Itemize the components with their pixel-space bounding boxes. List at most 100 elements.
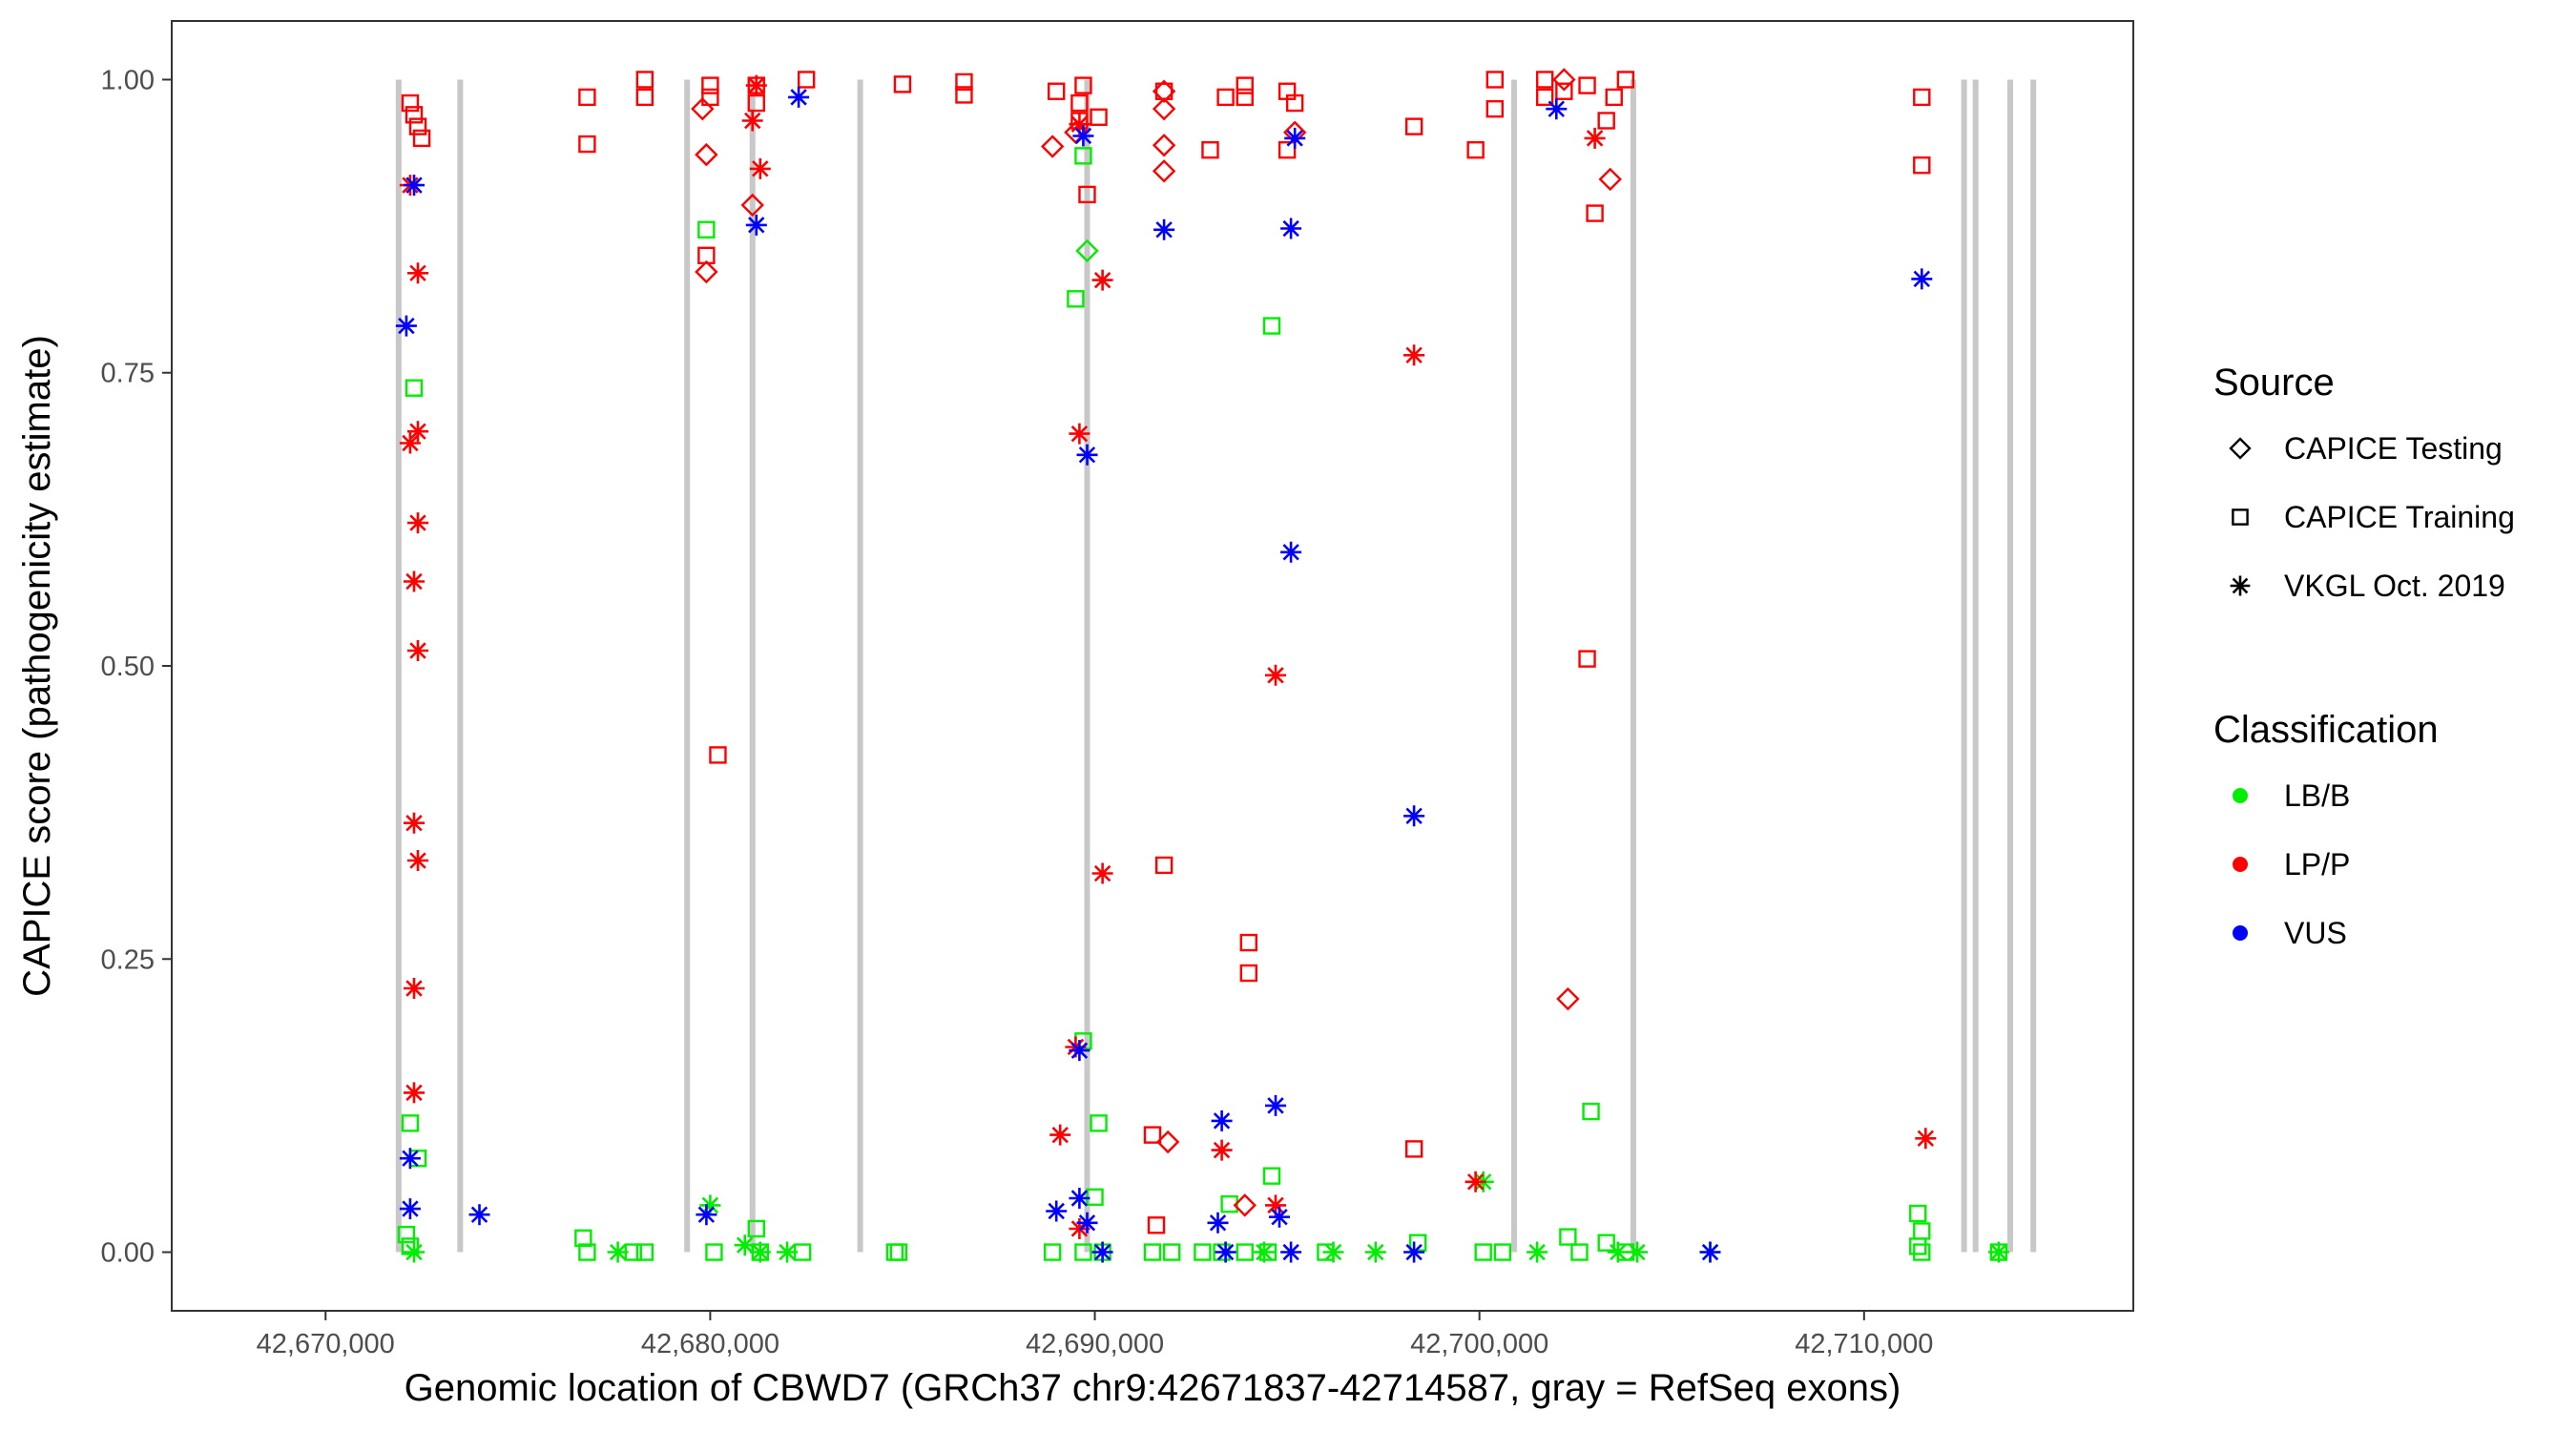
point-lbb-square bbox=[697, 220, 716, 238]
point-lpp-asterisk bbox=[1584, 127, 1606, 149]
point-lpp-asterisk bbox=[1091, 269, 1113, 291]
point-vus-asterisk bbox=[1269, 1206, 1290, 1228]
point-lpp-asterisk bbox=[407, 640, 428, 661]
point-lpp-square bbox=[1216, 88, 1235, 107]
point-lbb-asterisk bbox=[699, 1194, 721, 1216]
point-lpp-asterisk bbox=[1265, 1194, 1286, 1216]
point-lpp-diamond bbox=[1040, 135, 1065, 158]
point-lpp-asterisk bbox=[407, 850, 428, 871]
x-tick-label: 42,680,000 bbox=[641, 1329, 779, 1359]
legend-key-diamond bbox=[2229, 437, 2252, 460]
point-lpp-asterisk bbox=[404, 978, 425, 999]
point-lpp-square bbox=[1597, 112, 1615, 130]
x-tick-label: 42,690,000 bbox=[1026, 1329, 1164, 1359]
point-lpp-square bbox=[405, 106, 424, 124]
legend-key-dot bbox=[2233, 857, 2248, 872]
point-lpp-square bbox=[635, 71, 654, 89]
point-lpp-square bbox=[1147, 1216, 1166, 1234]
point-lpp-square bbox=[1485, 71, 1504, 89]
point-lpp-asterisk bbox=[1211, 1139, 1233, 1161]
point-vus-asterisk bbox=[1284, 127, 1306, 149]
point-lpp-asterisk bbox=[745, 74, 767, 96]
point-lpp-square bbox=[1578, 76, 1596, 94]
point-lpp-square bbox=[1048, 82, 1066, 100]
point-lpp-asterisk bbox=[749, 157, 771, 179]
point-vus-asterisk bbox=[745, 214, 767, 236]
point-lbb-asterisk bbox=[749, 1241, 771, 1263]
point-lpp-square bbox=[1616, 71, 1635, 89]
point-lpp-asterisk bbox=[404, 812, 425, 834]
point-lpp-square bbox=[1154, 856, 1174, 875]
point-lbb-square bbox=[1074, 147, 1092, 165]
point-lpp-square bbox=[1090, 108, 1108, 126]
point-lpp-square bbox=[1239, 964, 1257, 983]
point-lpp-square bbox=[1555, 82, 1573, 100]
point-vus-asterisk bbox=[1280, 541, 1302, 563]
point-lbb-asterisk bbox=[777, 1241, 798, 1263]
point-lpp-diamond bbox=[1152, 159, 1176, 183]
point-vus-asterisk bbox=[1403, 805, 1425, 827]
point-lpp-asterisk bbox=[407, 512, 428, 534]
point-lpp-square bbox=[1586, 204, 1604, 222]
point-lpp-square bbox=[1143, 1126, 1162, 1144]
legend-key-dot bbox=[2233, 925, 2248, 941]
point-vus-asterisk bbox=[1211, 1110, 1233, 1131]
point-lpp-square bbox=[1236, 76, 1254, 94]
point-lpp-diamond bbox=[1152, 79, 1176, 103]
point-lbb-square bbox=[1074, 1243, 1092, 1261]
legend-key-square bbox=[2232, 508, 2249, 526]
point-lbb-square bbox=[1143, 1243, 1162, 1261]
point-lpp-square bbox=[1466, 140, 1485, 159]
point-lpp-diamond bbox=[740, 193, 764, 218]
point-lbb-square bbox=[1262, 317, 1281, 335]
point-lpp-square bbox=[1078, 185, 1096, 204]
point-lbb-diamond bbox=[1075, 238, 1099, 263]
y-tick-label: 0.25 bbox=[101, 944, 155, 975]
point-lpp-asterisk bbox=[1069, 1218, 1091, 1239]
point-vus-asterisk bbox=[1072, 125, 1094, 147]
legend-key-dot bbox=[2233, 788, 2248, 803]
legend: Source CAPICE Testing CAPICE Training VKGL … bbox=[2213, 362, 2515, 950]
point-lbb-asterisk bbox=[404, 1241, 425, 1263]
point-lbb-square bbox=[574, 1229, 592, 1247]
point-lbb-square bbox=[1913, 1243, 1931, 1261]
point-lbb-asterisk bbox=[1627, 1241, 1648, 1263]
point-lbb-square bbox=[1408, 1234, 1427, 1252]
point-vus-asterisk bbox=[404, 175, 425, 197]
point-lpp-diamond bbox=[695, 259, 718, 284]
point-lbb-asterisk bbox=[607, 1241, 629, 1263]
point-lpp-diamond bbox=[1556, 986, 1580, 1011]
point-lpp-asterisk bbox=[1091, 862, 1113, 884]
point-lbb-square bbox=[578, 1243, 596, 1261]
point-vus-asterisk bbox=[1076, 1212, 1098, 1234]
point-lpp-square bbox=[1404, 117, 1423, 135]
y-tick-label: 1.00 bbox=[101, 65, 155, 95]
point-vus-asterisk bbox=[1046, 1200, 1068, 1222]
y-axis: 0.00 0.25 0.50 0.75 1.00 bbox=[101, 65, 172, 1269]
point-lbb-square bbox=[889, 1243, 908, 1261]
point-lpp-square bbox=[1578, 650, 1596, 668]
legend-title-classification: Classification bbox=[2213, 709, 2439, 751]
point-lbb-square bbox=[1559, 1228, 1577, 1246]
point-lbb-square bbox=[747, 1219, 765, 1238]
point-vus-asterisk bbox=[1069, 1040, 1091, 1062]
point-lpp-asterisk bbox=[1915, 1128, 1937, 1150]
point-lbb-square bbox=[1909, 1237, 1927, 1255]
point-vus-asterisk bbox=[1207, 1212, 1229, 1234]
x-axis-title: Genomic location of CBWD7 (GRCh37 chr9:4… bbox=[405, 1367, 1901, 1409]
point-vus-asterisk bbox=[1091, 1241, 1113, 1263]
point-vus-asterisk bbox=[1280, 1241, 1302, 1263]
point-lbb-square bbox=[1194, 1243, 1212, 1261]
point-lpp-square bbox=[1074, 76, 1092, 94]
points-layer bbox=[395, 68, 2009, 1263]
point-lbb-square bbox=[401, 1237, 420, 1255]
point-lbb-asterisk bbox=[1527, 1241, 1548, 1263]
point-lpp-square bbox=[1485, 99, 1504, 118]
point-lbb-square bbox=[635, 1243, 654, 1261]
legend-label-classification: LP/P bbox=[2284, 847, 2350, 881]
legend-title-source: Source bbox=[2213, 362, 2335, 404]
point-lpp-diamond bbox=[1152, 96, 1176, 121]
point-vus-asterisk bbox=[468, 1204, 490, 1226]
